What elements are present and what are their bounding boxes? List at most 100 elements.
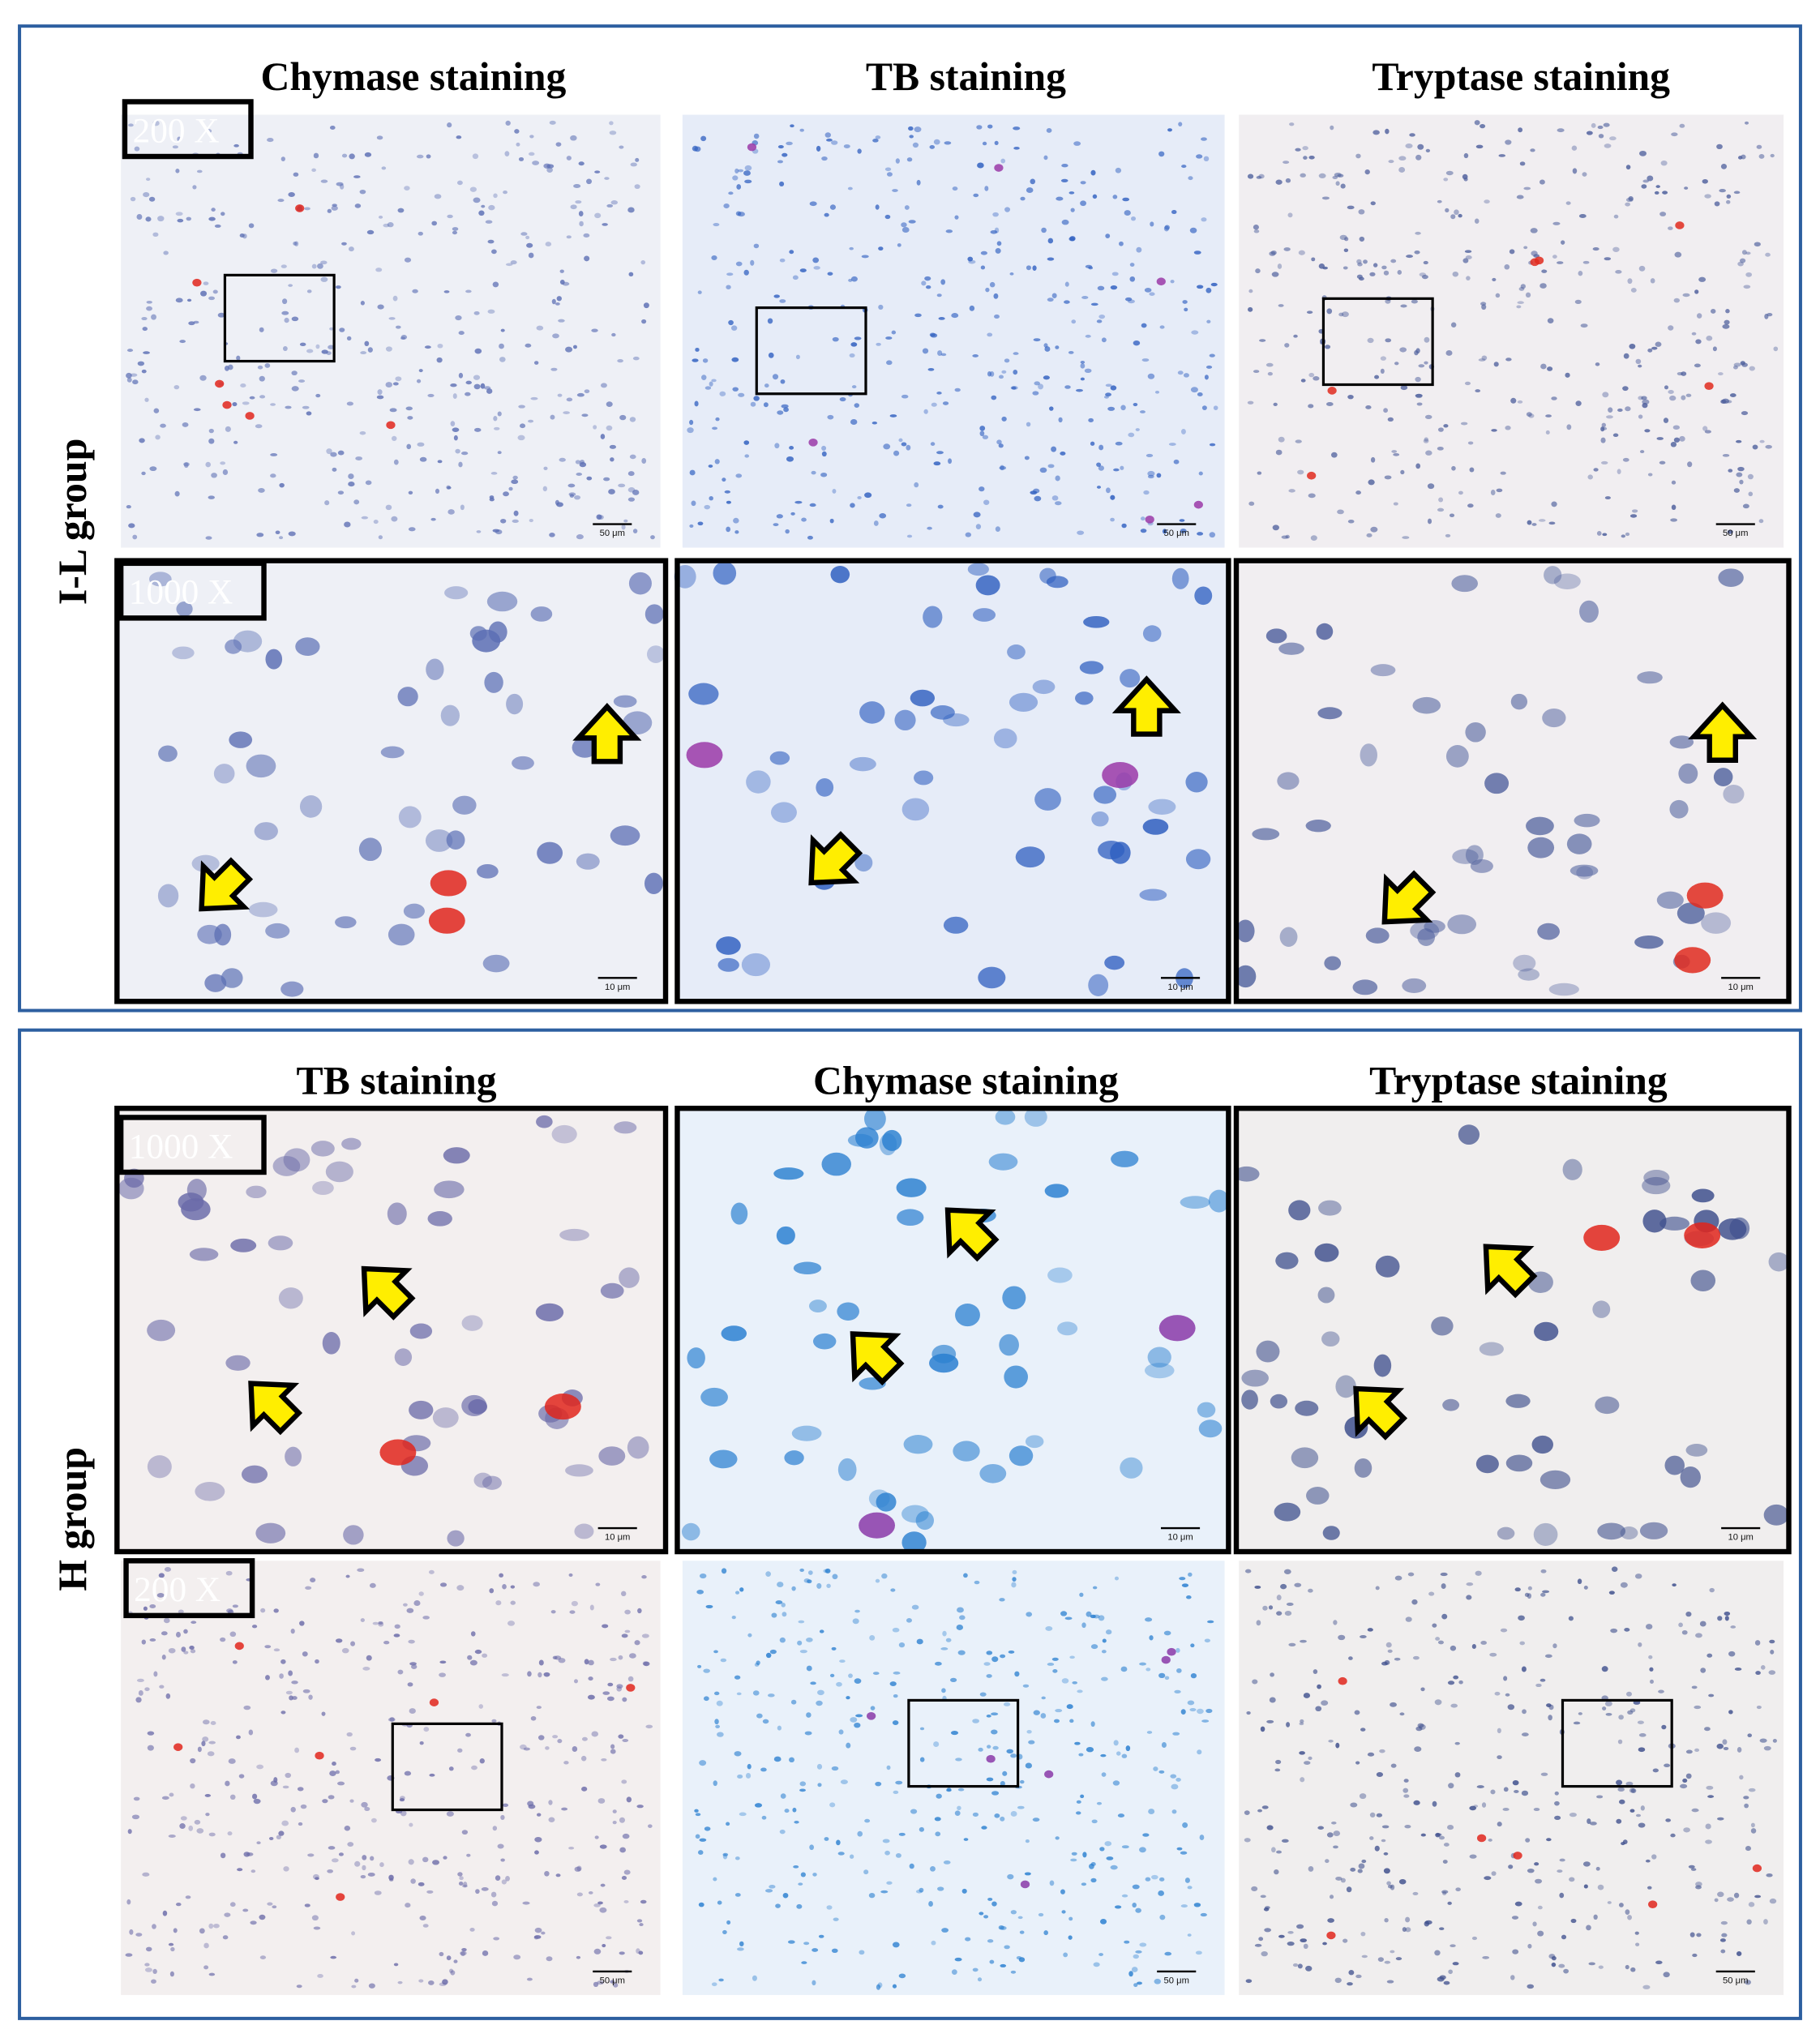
nucleus [1597,1884,1604,1890]
scale-bar-label: 10 μm [1728,1533,1753,1543]
nucleus [1473,1805,1479,1808]
nucleus [1587,474,1593,480]
micrograph [1235,560,1789,1002]
nucleus [1730,1625,1736,1629]
nucleus [1135,1907,1141,1913]
nucleus [1450,1703,1458,1708]
nucleus [935,1661,942,1666]
nucleus [1764,313,1769,319]
nucleus [493,1937,500,1941]
nucleus [994,1813,1000,1818]
nucleus [1639,150,1647,156]
mast-cell [222,400,232,409]
nucleus [555,1873,561,1877]
nucleus [1061,1910,1066,1914]
nucleus [1509,249,1515,255]
nucleus [1519,161,1526,166]
nucleus [772,374,779,380]
nucleus [1317,1287,1335,1304]
nucleus [1191,330,1199,335]
inset-box [391,1722,503,1812]
nucleus [600,1282,624,1299]
nucleus [796,1903,803,1909]
nucleus [1303,1693,1311,1698]
nucleus [491,1719,497,1723]
nucleus [506,693,524,715]
nucleus [1642,1176,1671,1195]
nucleus [1698,276,1707,282]
nucleus [502,1584,507,1590]
nucleus [1154,390,1160,394]
nucleus [709,1449,738,1469]
nucleus [786,456,794,462]
nucleus [1748,1788,1756,1792]
nucleus [973,512,981,518]
nucleus [278,1287,303,1309]
nucleus [561,1807,568,1811]
nucleus [453,1959,458,1963]
nucleus [1026,265,1031,271]
nucleus [251,1793,258,1800]
nucleus [128,523,135,529]
nucleus [1047,257,1055,261]
nucleus [776,514,783,519]
nucleus [203,1965,209,1970]
nucleus [208,428,214,434]
nucleus [1026,422,1031,427]
nucleus [346,1732,353,1737]
nucleus [1490,1789,1496,1795]
nucleus [1557,128,1565,133]
nucleus [951,1969,957,1976]
nucleus [377,304,384,310]
nucleus [1184,307,1188,312]
nucleus [1706,336,1713,341]
nucleus [872,139,879,143]
nucleus [1405,1916,1411,1923]
nucleus [1680,1783,1688,1789]
nucleus [1458,213,1462,218]
nucleus [126,504,131,509]
nucleus [1061,164,1068,168]
nucleus [1443,1843,1450,1847]
nucleus [827,414,834,420]
nucleus [821,445,827,452]
nucleus [1540,1470,1571,1490]
nucleus [259,1914,266,1920]
nucleus [1464,250,1472,254]
high-mag-frame [674,558,1231,1004]
nucleus [474,348,482,354]
nucleus [489,1588,495,1594]
nucleus [954,1957,962,1962]
nucleus [204,1794,212,1797]
nucleus [545,242,552,247]
nucleus [1343,266,1348,270]
nucleus [320,179,328,183]
nucleus [546,164,555,169]
nucleus [977,162,984,169]
nucleus [1671,132,1678,137]
nucleus [376,135,383,140]
nucleus [1148,1809,1155,1815]
nucleus [1272,524,1280,531]
nucleus [626,1796,632,1803]
nucleus [1206,319,1211,323]
nucleus [1386,1881,1391,1886]
nucleus [1508,1865,1514,1869]
nucleus [1288,1200,1311,1221]
nucleus [208,495,215,499]
nucleus [1075,691,1094,705]
nucleus [838,1729,844,1735]
nucleus [302,405,310,409]
nucleus [240,383,246,388]
nucleus [1705,1839,1712,1844]
nucleus [724,490,731,494]
nucleus [574,1679,578,1684]
nucleus [1733,191,1741,195]
nucleus [526,242,533,248]
nucleus [446,830,465,850]
nucleus [812,1333,837,1350]
nucleus [1640,1805,1645,1811]
nucleus [1284,343,1290,348]
nucleus [375,1758,382,1762]
nucleus [1370,201,1376,206]
